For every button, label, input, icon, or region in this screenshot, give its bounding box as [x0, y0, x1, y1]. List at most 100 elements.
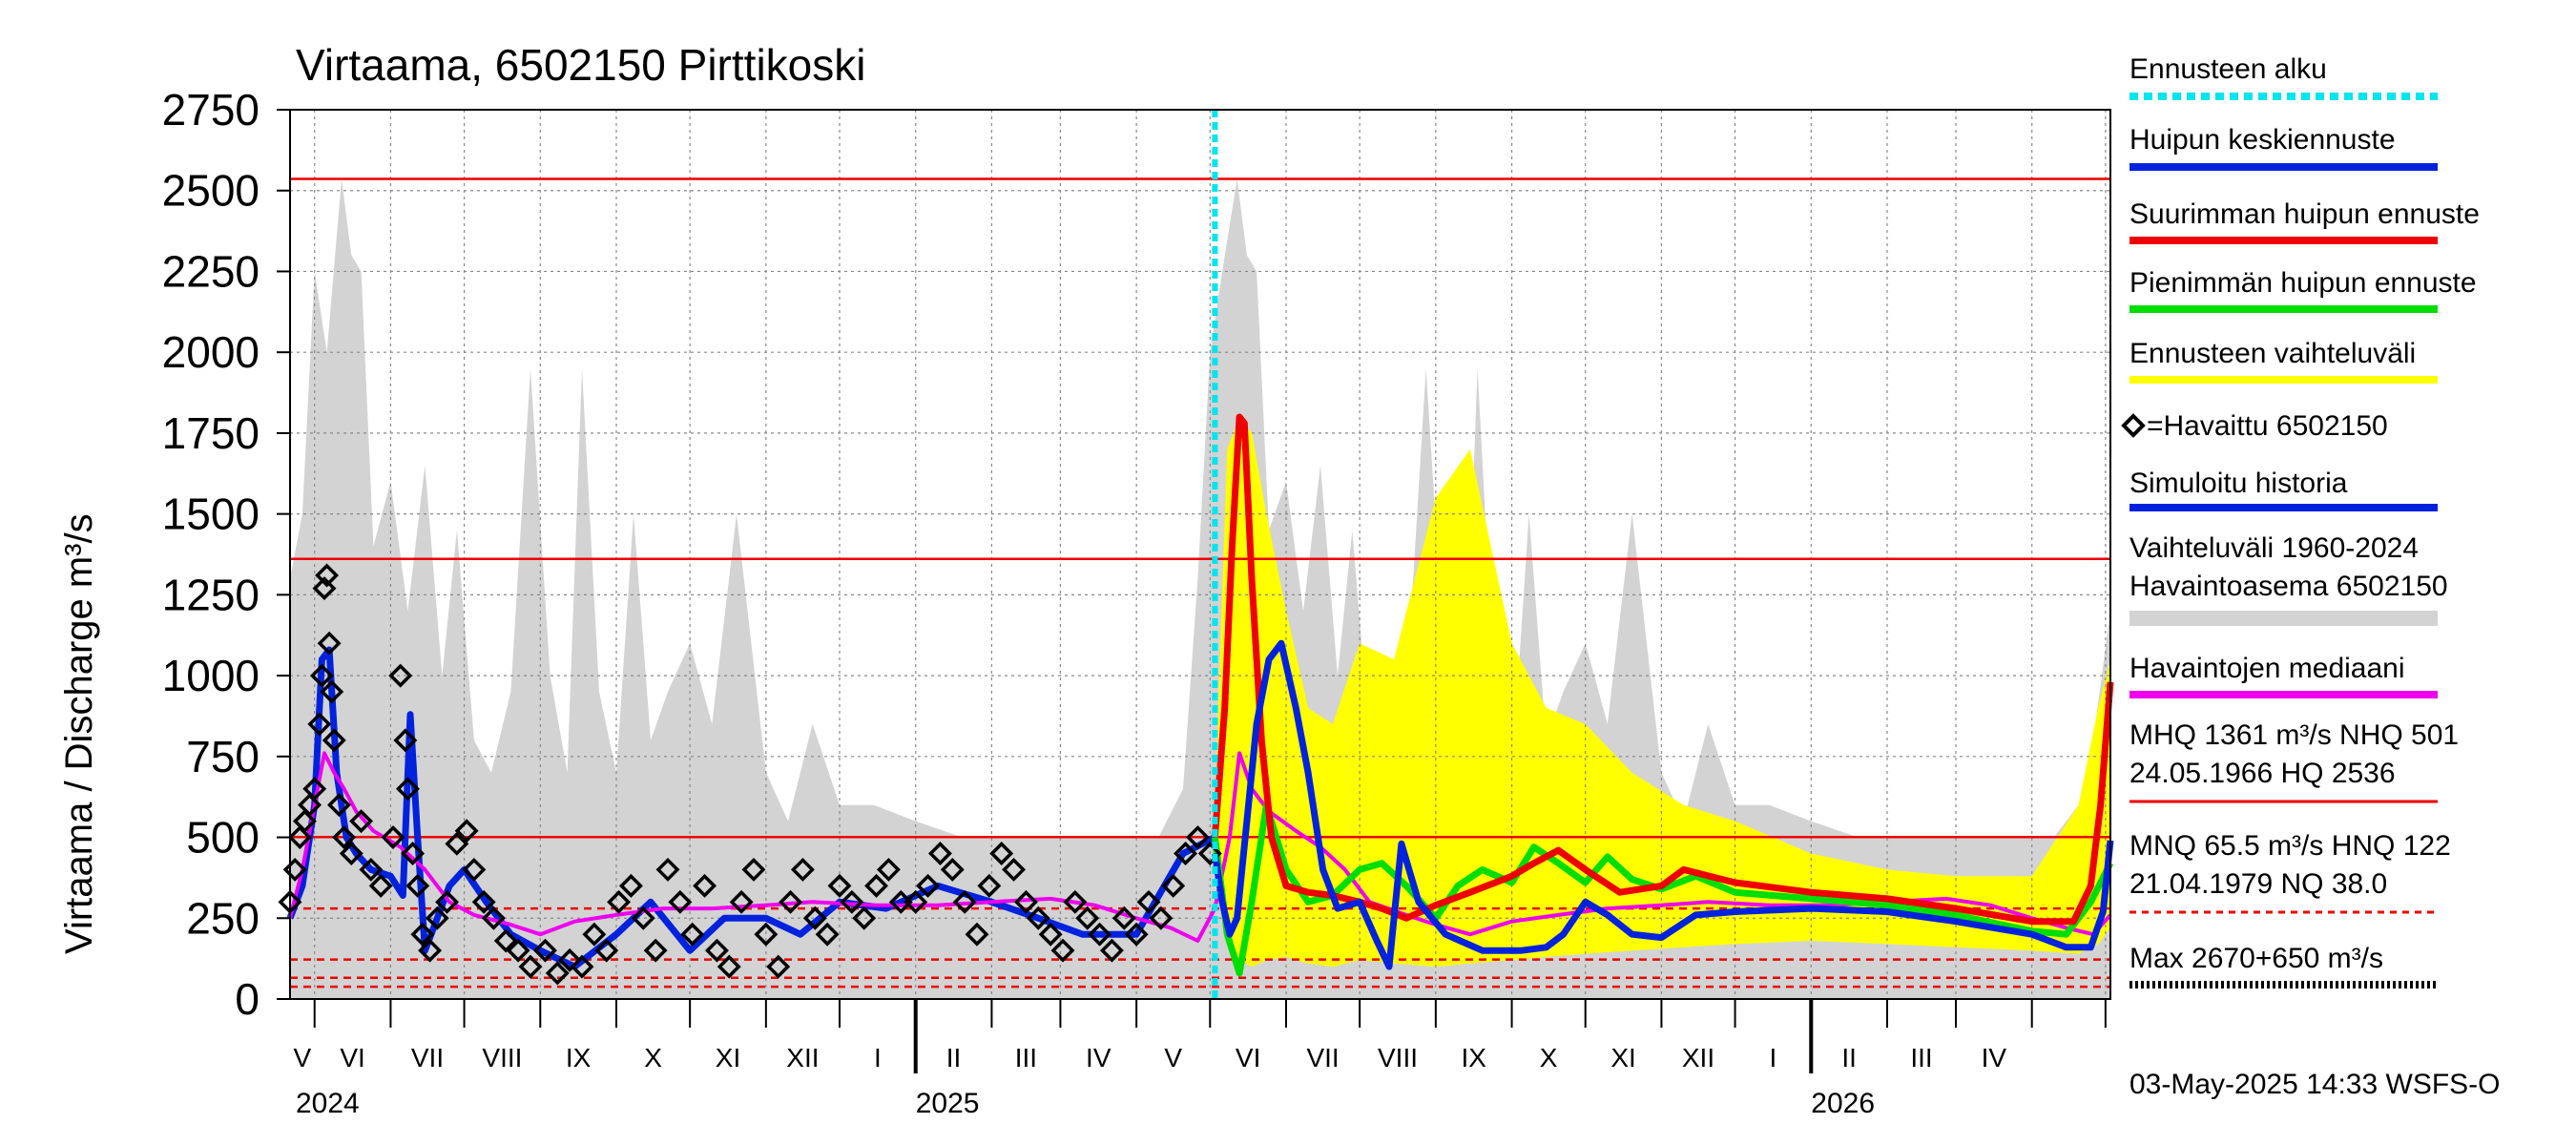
- observed-markers: [278, 563, 1222, 986]
- observed-point: [317, 631, 342, 656]
- x-month-label: XII: [1682, 1043, 1714, 1072]
- legend-entry-label: Ennusteen alku: [2129, 53, 2327, 85]
- observed-point: [607, 889, 632, 914]
- observed-point: [315, 563, 340, 588]
- observed-point: [940, 857, 965, 882]
- legend-entry-label: Ennusteen vaihteluväli: [2129, 338, 2416, 369]
- observed-point: [989, 842, 1014, 865]
- y-tick-label: 1500: [162, 489, 260, 539]
- observed-point: [445, 831, 469, 856]
- x-month-label: VIII: [1378, 1043, 1418, 1072]
- observed-point: [435, 889, 460, 914]
- legend-entry-label: Simuloitu historia: [2129, 468, 2348, 499]
- observed-point: [1149, 906, 1174, 930]
- observed-point: [904, 889, 928, 914]
- observed-point: [405, 873, 430, 898]
- observed-point: [395, 777, 420, 802]
- observed-point: [655, 857, 680, 882]
- x-month-label: II: [946, 1043, 962, 1072]
- x-month-label: VIII: [482, 1043, 522, 1072]
- observed-point: [493, 928, 518, 953]
- observed-point: [1088, 922, 1112, 947]
- x-month-label: III: [1015, 1043, 1037, 1072]
- forecast-range-series: [1215, 417, 2110, 968]
- observed-point: [729, 889, 754, 914]
- observed-point: [790, 857, 815, 882]
- observed-point: [668, 889, 693, 914]
- legend-entry-label: Vaihteluväli 1960-2024: [2129, 532, 2419, 564]
- observed-point: [916, 873, 941, 898]
- y-tick-label: 2500: [162, 166, 260, 216]
- x-month-label: VI: [1236, 1043, 1260, 1072]
- observed-point: [506, 938, 530, 963]
- observed-point: [1124, 922, 1149, 947]
- observed-point: [410, 922, 435, 947]
- observed-point: [852, 906, 877, 930]
- y-tick-label: 2250: [162, 246, 260, 296]
- observed-point: [557, 947, 582, 972]
- x-month-label: V: [1164, 1043, 1182, 1072]
- observed-point: [1002, 857, 1027, 882]
- observed-point: [840, 889, 864, 914]
- x-year-label: 2025: [916, 1088, 980, 1119]
- observed-point: [952, 889, 977, 914]
- observed-point: [1161, 873, 1186, 898]
- observed-point: [332, 825, 357, 850]
- x-month-label: V: [294, 1043, 312, 1072]
- observed-point: [349, 809, 374, 834]
- observed-point: [312, 576, 337, 601]
- observed-point: [326, 793, 351, 818]
- observed-point: [1111, 906, 1136, 930]
- legend-observed-icon: [2121, 413, 2146, 438]
- observed-point: [680, 922, 705, 947]
- observed-point: [320, 679, 344, 704]
- observed-point: [741, 857, 766, 882]
- legend-entry-label: =Havaittu 6502150: [2147, 410, 2388, 442]
- axes: 0 250 500 750 1000 1250 1500 1750 2000 2250 2500 27…: [162, 85, 2107, 1119]
- legend-entry-label: Havaintoasema 6502150: [2129, 571, 2448, 602]
- observed-point: [401, 842, 426, 865]
- legend-entry-label: 21.04.1979 NQ 38.0: [2129, 868, 2387, 900]
- observed-point: [1050, 938, 1075, 963]
- observed-point: [965, 922, 989, 947]
- x-year-label: 2024: [296, 1088, 360, 1119]
- observed-point: [1038, 922, 1063, 947]
- observed-point: [518, 954, 543, 979]
- observed-point: [717, 954, 741, 979]
- observed-point: [1099, 938, 1124, 963]
- observed-point: [388, 663, 413, 688]
- observed-point: [1026, 906, 1050, 930]
- legend-entry-label: MHQ 1361 m³/s NHQ 501: [2129, 719, 2459, 751]
- observed-point: [693, 873, 717, 898]
- observed-point: [827, 873, 852, 898]
- observed-point: [1185, 825, 1210, 850]
- observed-point: [292, 809, 317, 834]
- x-month-label: IV: [1086, 1043, 1111, 1072]
- x-month-label: XII: [786, 1043, 819, 1072]
- x-month-label: VI: [340, 1043, 364, 1072]
- observed-point: [545, 961, 570, 986]
- legend-entry-label: Huipun keskiennuste: [2129, 124, 2396, 156]
- x-month-label: IX: [566, 1043, 592, 1072]
- legend-entry-label: Pienimmän huipun ennuste: [2129, 267, 2477, 299]
- observed-point: [704, 938, 729, 963]
- legend-entry-label: Max 2670+650 m³/s: [2129, 943, 2383, 974]
- x-month-label: I: [1770, 1043, 1777, 1072]
- legend-entry-label: Havaintojen mediaani: [2129, 653, 2405, 684]
- x-month-label: III: [1910, 1043, 1932, 1072]
- observed-point: [532, 938, 557, 963]
- x-month-label: IV: [1982, 1043, 2007, 1072]
- y-tick-label: 1750: [162, 408, 260, 458]
- chart-title: Virtaama, 6502150 Pirttikoski: [296, 40, 865, 90]
- legend-entry-label: MNQ 65.5 m³/s HNQ 122: [2129, 830, 2451, 862]
- observed-point: [927, 842, 952, 865]
- observed-point: [1197, 842, 1222, 865]
- observed-point: [1013, 889, 1038, 914]
- x-month-label: XI: [716, 1043, 740, 1072]
- legend-entry-label: Suurimman huipun ennuste: [2129, 198, 2480, 230]
- observed-point: [876, 857, 901, 882]
- observed-point: [570, 954, 594, 979]
- y-tick-label: 2000: [162, 327, 260, 377]
- y-tick-label: 500: [186, 813, 260, 863]
- observed-point: [977, 873, 1002, 898]
